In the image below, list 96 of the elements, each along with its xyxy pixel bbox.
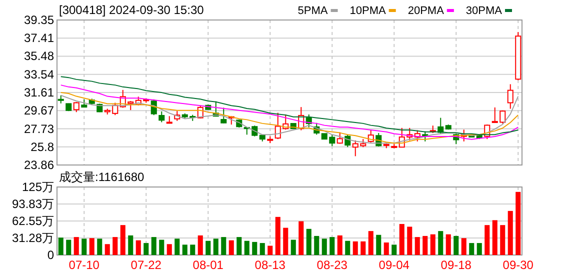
y-tick-label: 25.8 — [30, 140, 54, 154]
bar — [438, 231, 444, 255]
bar — [252, 242, 258, 255]
bar — [120, 225, 126, 255]
bar — [182, 244, 188, 255]
bar — [190, 244, 196, 255]
y-tick-label: 33.54 — [24, 67, 54, 82]
x-tick-label: 08-23 — [316, 258, 348, 272]
bar — [322, 238, 327, 255]
bar — [166, 244, 172, 255]
bar — [290, 240, 296, 255]
bar — [508, 210, 513, 255]
legend-label: 10PMA — [350, 5, 386, 17]
chart-title: [300418] 2024-09-30 15:30 — [59, 3, 204, 17]
y-tick-label: 93.83万 — [12, 196, 54, 211]
candlestick — [220, 107, 227, 124]
bar — [446, 234, 451, 255]
line-series — [60, 76, 519, 136]
bar — [74, 237, 79, 255]
bar — [221, 237, 226, 255]
bar — [228, 240, 234, 255]
bar — [414, 237, 420, 255]
bar — [476, 243, 482, 255]
x-tick-label: 07-10 — [68, 258, 100, 272]
bar — [469, 243, 474, 255]
bar — [58, 238, 64, 255]
y-tick-label: 37.41 — [24, 31, 54, 46]
chart-title: 成交量:1161680 — [59, 170, 144, 184]
bar — [206, 240, 211, 255]
bar — [454, 236, 459, 255]
bar — [144, 243, 149, 255]
legend-label: 30PMA — [466, 5, 503, 17]
bar — [430, 234, 436, 255]
x-tick-label: 07-22 — [130, 258, 162, 272]
bar — [104, 244, 110, 255]
bar — [174, 238, 180, 255]
y-tick-label: 31.28万 — [12, 230, 54, 245]
x-tick-label: 08-01 — [192, 258, 224, 272]
y-tick-label: 27.73 — [24, 122, 54, 136]
bar — [422, 236, 428, 255]
legend-label: 20PMA — [408, 5, 445, 17]
candlestick — [507, 84, 514, 110]
bar — [89, 238, 94, 255]
y-tick-label: 23.86 — [24, 158, 54, 172]
bar — [461, 238, 466, 255]
y-tick-label: 125万 — [22, 180, 54, 194]
bar — [500, 225, 506, 255]
bar — [484, 225, 490, 255]
bar — [97, 238, 102, 255]
bar — [112, 237, 118, 255]
y-tick-label: 31.61 — [24, 85, 54, 100]
bar — [151, 237, 156, 255]
y-tick-label: 62.55万 — [12, 214, 54, 228]
bar — [330, 237, 335, 255]
bar — [516, 192, 521, 255]
bar — [376, 234, 382, 255]
bar — [306, 228, 312, 255]
bar — [384, 242, 389, 255]
bar — [314, 236, 320, 255]
bar — [392, 244, 397, 255]
bar — [198, 235, 203, 255]
y-tick-label: 29.67 — [24, 104, 54, 118]
bar — [268, 246, 273, 255]
bar — [213, 238, 218, 255]
candlestick — [336, 132, 343, 144]
candlestick — [158, 110, 165, 123]
bar — [492, 220, 498, 255]
bar — [128, 235, 134, 255]
bar — [368, 231, 374, 255]
bar — [283, 228, 288, 255]
bar — [275, 216, 280, 255]
bar — [352, 241, 358, 255]
bar — [407, 226, 412, 255]
bar — [159, 240, 164, 255]
bar — [244, 240, 250, 255]
candlestick — [73, 102, 80, 113]
bar — [360, 241, 366, 255]
bar — [399, 224, 404, 255]
x-tick-label: 08-13 — [254, 258, 286, 272]
bar — [136, 240, 141, 255]
bar — [337, 235, 342, 255]
candlestick — [422, 130, 428, 142]
legend-label: 5PMA — [298, 5, 328, 17]
bar — [236, 237, 242, 255]
x-tick-label: 09-30 — [502, 258, 534, 272]
bar — [82, 238, 87, 255]
x-tick-label: 09-04 — [378, 258, 410, 272]
bar — [345, 240, 350, 255]
bar — [298, 221, 304, 255]
line-series — [60, 84, 519, 140]
x-tick-label: 09-18 — [440, 258, 472, 272]
bar — [66, 240, 72, 255]
y-tick-label: 0 — [47, 248, 54, 262]
y-tick-label: 35.48 — [24, 49, 54, 64]
bar — [260, 243, 265, 255]
y-tick-label: 39.35 — [24, 13, 54, 27]
